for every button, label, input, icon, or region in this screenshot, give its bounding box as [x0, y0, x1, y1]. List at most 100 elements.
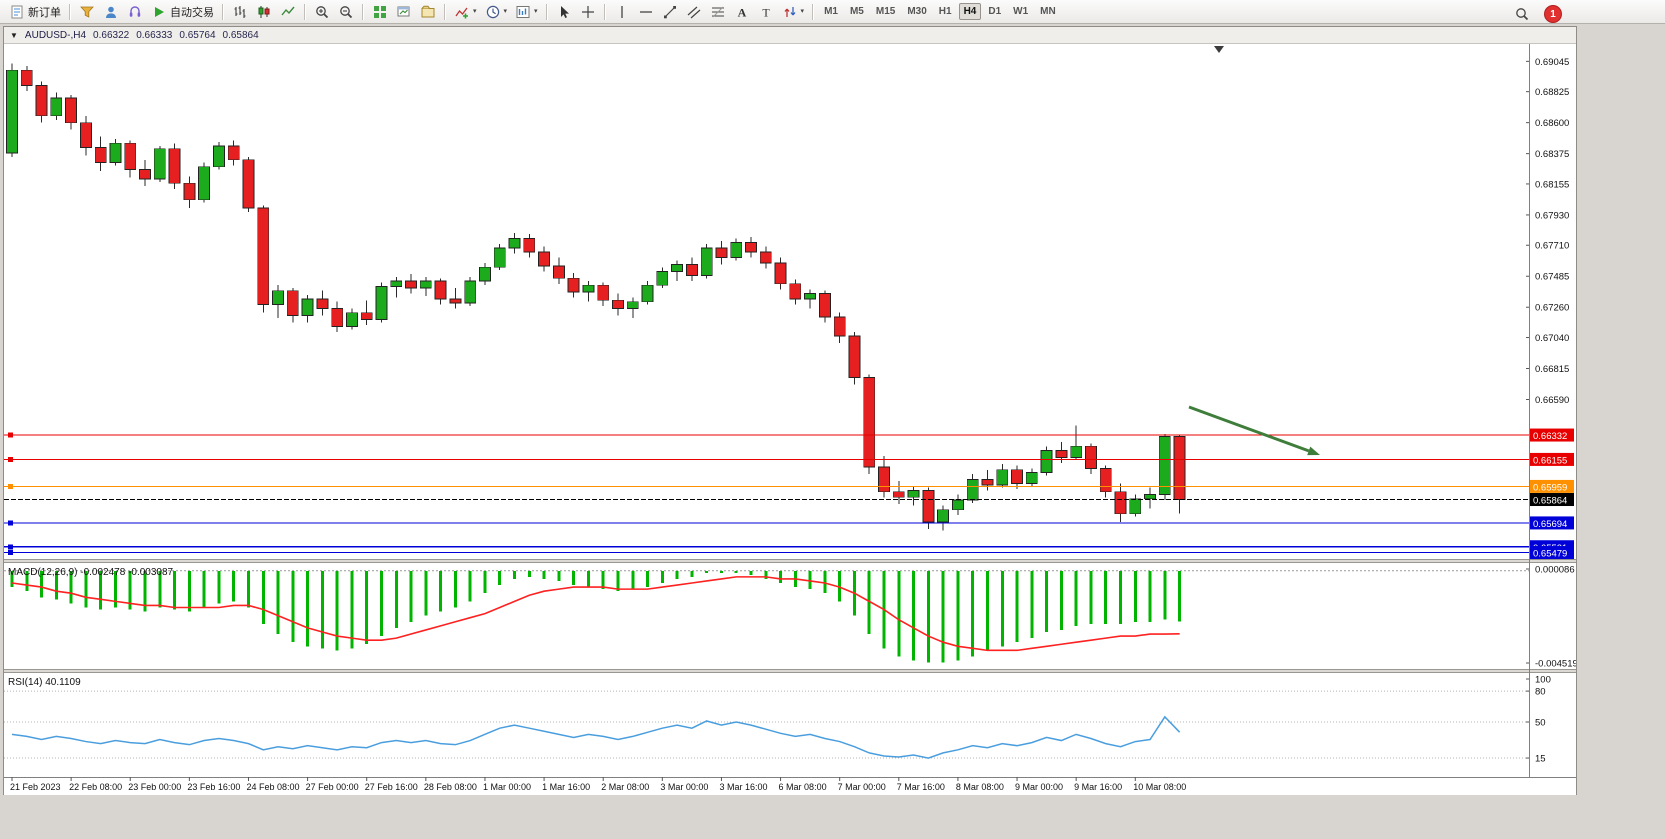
- autotrading-button-label: 自动交易: [170, 6, 214, 19]
- svg-text:50: 50: [1535, 718, 1546, 729]
- chevron-down-icon: ▾: [503, 8, 508, 15]
- chart-bars-button[interactable]: [228, 1, 252, 23]
- svg-text:6 Mar 08:00: 6 Mar 08:00: [779, 782, 827, 792]
- pane-separator[interactable]: [4, 559, 1576, 563]
- notifications-badge[interactable]: 1: [1544, 5, 1562, 23]
- hline-0.65479[interactable]: [4, 550, 1529, 556]
- main-toolbar: 新订单 自动交易 ▾ ▾ ▾ A T ▾ M1 M5 M15 M30 H1 H4 D1 W1 MN 1: [0, 0, 1665, 24]
- svg-text:0.66815: 0.66815: [1535, 364, 1569, 375]
- channel-button[interactable]: [682, 1, 706, 23]
- timeframe-H4-button[interactable]: H4: [958, 3, 982, 20]
- ohlc-open: 0.66322: [93, 29, 130, 41]
- svg-text:0.68825: 0.68825: [1535, 87, 1569, 98]
- svg-text:0.66332: 0.66332: [1533, 431, 1567, 442]
- autotrading-button[interactable]: 自动交易: [147, 1, 218, 23]
- svg-text:0.65864: 0.65864: [1533, 496, 1567, 507]
- hline-0.65521[interactable]: [4, 544, 1529, 550]
- arrow-annotation[interactable]: [1188, 405, 1320, 456]
- chart-line-button[interactable]: [276, 1, 300, 23]
- hline-price-label: 0.65694: [1530, 516, 1574, 530]
- cursor-button[interactable]: [552, 1, 576, 23]
- tile-windows-button[interactable]: [368, 1, 392, 23]
- chart-candles-button[interactable]: [252, 1, 276, 23]
- search-button[interactable]: [1510, 3, 1534, 25]
- templates-button[interactable]: ▾: [511, 1, 542, 23]
- svg-text:0.66590: 0.66590: [1535, 395, 1569, 406]
- ohlc-close: 0.65864: [222, 29, 259, 41]
- periods-button[interactable]: ▾: [481, 1, 512, 23]
- chart-shift-marker[interactable]: [1214, 46, 1224, 53]
- timeframe-D1-button[interactable]: D1: [988, 6, 1002, 17]
- arrows-button[interactable]: ▾: [778, 1, 809, 23]
- svg-text:80: 80: [1535, 687, 1546, 698]
- community-button[interactable]: [99, 1, 123, 23]
- new-order-button[interactable]: 新订单: [5, 1, 65, 23]
- svg-text:0.65479: 0.65479: [1533, 549, 1567, 560]
- profiles-button[interactable]: [416, 1, 440, 23]
- zoom-out-button[interactable]: [334, 1, 358, 23]
- macd-label: MACD(12,26,9) -0.002478 -0.003087: [8, 567, 174, 578]
- timeframe-MN-button[interactable]: MN: [1040, 6, 1056, 17]
- one-click-trading-toggle[interactable]: ▼: [10, 30, 18, 40]
- time-axis[interactable]: 21 Feb 2023 22 Feb 08:00 23 Feb 00:00 23 Fe…: [4, 777, 1576, 795]
- current-price-label: 0.65864: [1530, 493, 1574, 507]
- chart-canvas[interactable]: MACD(12,26,9) -0.002478 -0.003087 RSI(14)…: [4, 44, 1576, 795]
- hline-0.66332[interactable]: [4, 432, 1529, 438]
- ohlc-high: 0.66333: [136, 29, 173, 41]
- toolbar-separator: [603, 3, 606, 20]
- toolbar-separator: [69, 3, 71, 20]
- new-chart-button[interactable]: [392, 1, 416, 23]
- svg-text:8 Mar 08:00: 8 Mar 08:00: [956, 782, 1004, 792]
- hline-price-label: 0.66332: [1530, 428, 1574, 442]
- label-icon: T: [762, 5, 770, 19]
- svg-text:7 Mar 00:00: 7 Mar 00:00: [838, 782, 886, 792]
- indicators-icon: [455, 7, 468, 18]
- hline-0.65959[interactable]: [4, 483, 1529, 489]
- hline-0.66155[interactable]: [4, 456, 1529, 462]
- crosshair-icon: [581, 5, 594, 18]
- chart-window: ▼ AUDUSD-,H4 0.66322 0.66333 0.65764 0.6…: [3, 26, 1577, 795]
- support-button[interactable]: [123, 1, 147, 23]
- svg-text:23 Feb 16:00: 23 Feb 16:00: [187, 782, 240, 792]
- svg-text:3 Mar 00:00: 3 Mar 00:00: [660, 782, 708, 792]
- price-axis[interactable]: 0.69045 0.68825 0.68600 0.68375 0.68155 0.679…: [1526, 44, 1576, 777]
- vline-icon: [620, 5, 623, 18]
- svg-text:23 Feb 00:00: 23 Feb 00:00: [128, 782, 181, 792]
- fibonacci-button[interactable]: [706, 1, 730, 23]
- svg-text:24 Feb 08:00: 24 Feb 08:00: [246, 782, 299, 792]
- horizontal-line-button[interactable]: [634, 1, 658, 23]
- community-icon: [106, 6, 116, 18]
- timeframe-W1-button[interactable]: W1: [1013, 6, 1029, 17]
- text-button[interactable]: A: [730, 1, 754, 23]
- ohlc-low: 0.65764: [179, 29, 216, 41]
- svg-text:1 Mar 00:00: 1 Mar 00:00: [483, 782, 531, 792]
- pane-separator[interactable]: [4, 669, 1576, 673]
- autotrading-icon: [155, 6, 164, 17]
- arrows-icon: [784, 6, 796, 17]
- crosshair-button[interactable]: [576, 1, 600, 23]
- zoom-in-button[interactable]: [310, 1, 334, 23]
- candles-series: [6, 63, 1186, 531]
- quotes-button[interactable]: [75, 1, 99, 23]
- svg-text:7 Mar 16:00: 7 Mar 16:00: [897, 782, 945, 792]
- timeframe-M1-button[interactable]: M1: [824, 6, 838, 17]
- svg-text:100: 100: [1535, 675, 1551, 686]
- toolbar-groups: 新订单 自动交易 ▾ ▾ ▾ A T ▾ M1 M5 M15 M30 H1 H4 D1 W1 MN: [5, 1, 1062, 23]
- label-button[interactable]: T: [754, 1, 778, 23]
- timeframe-M5-button[interactable]: M5: [849, 6, 864, 17]
- timeframe-M30-button[interactable]: M30: [907, 6, 927, 17]
- svg-text:10 Mar 08:00: 10 Mar 08:00: [1133, 782, 1186, 792]
- svg-text:0.68600: 0.68600: [1535, 118, 1569, 129]
- trendline-button[interactable]: [658, 1, 682, 23]
- zoom-in-icon: [316, 5, 329, 18]
- hline-0.65694[interactable]: [4, 520, 1529, 526]
- svg-text:0.69045: 0.69045: [1535, 57, 1569, 68]
- timeframe-M15-button[interactable]: M15: [875, 6, 896, 17]
- timeframe-H1-button[interactable]: H1: [938, 6, 952, 17]
- indicators-button[interactable]: ▾: [450, 1, 481, 23]
- vertical-line-button[interactable]: [610, 1, 634, 23]
- profiles-icon: [421, 5, 435, 17]
- trendline-icon: [663, 5, 676, 18]
- new-order-button-label: 新订单: [28, 6, 61, 19]
